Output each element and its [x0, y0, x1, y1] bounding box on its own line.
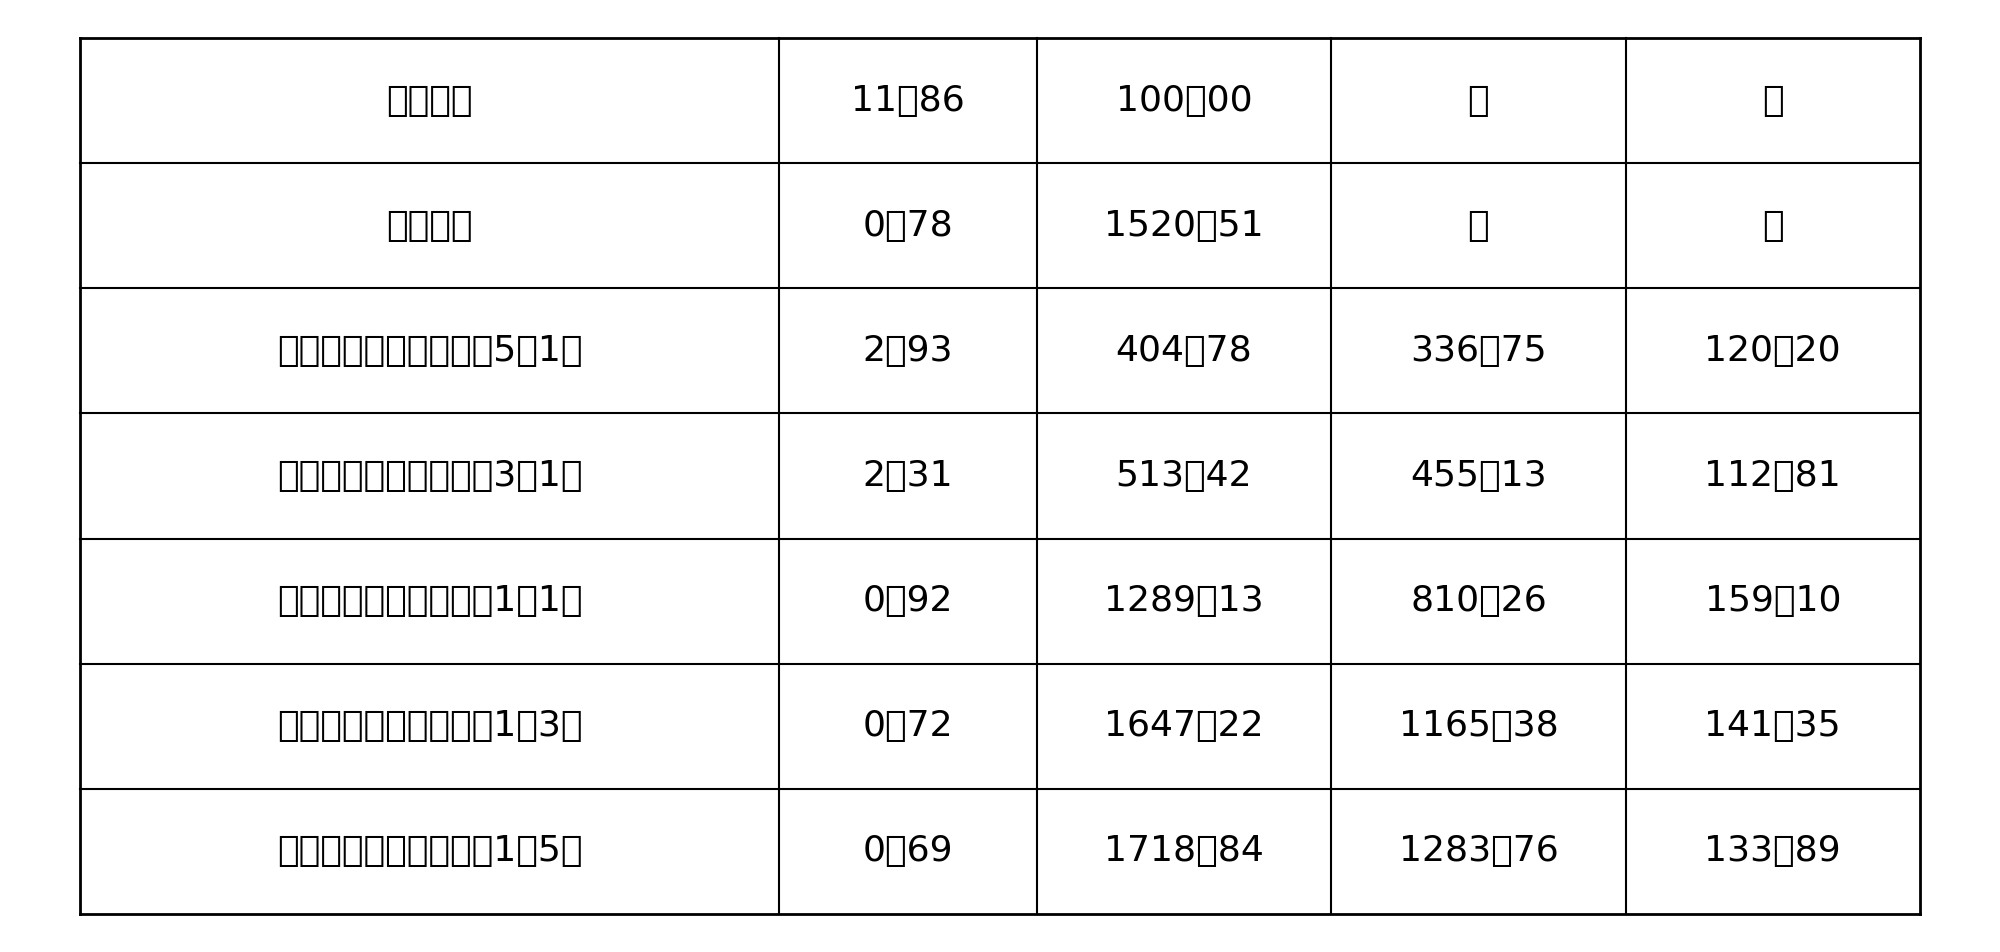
Text: 0．69: 0．69 [862, 834, 954, 868]
Text: －: － [1468, 208, 1490, 243]
Text: 159．10: 159．10 [1704, 585, 1842, 618]
Text: －: － [1762, 208, 1784, 243]
Text: 噪吷磺隆：啶磺草胺（1：1）: 噪吷磺隆：啶磺草胺（1：1） [276, 585, 582, 618]
Text: 100．00: 100．00 [1116, 84, 1252, 118]
Text: 336．75: 336．75 [1410, 334, 1546, 367]
Text: 噪吷磺隆：啶磺草胺（3：1）: 噪吷磺隆：啶磺草胺（3：1） [276, 459, 582, 493]
Text: 噪吷磺隆: 噪吷磺隆 [386, 84, 472, 118]
Text: 2．31: 2．31 [862, 459, 954, 493]
Text: 1718．84: 1718．84 [1104, 834, 1264, 868]
Text: 1647．22: 1647．22 [1104, 709, 1264, 744]
Text: 133．89: 133．89 [1704, 834, 1842, 868]
Text: 404．78: 404．78 [1116, 334, 1252, 367]
Text: －: － [1762, 84, 1784, 118]
Text: 噪吷磺隆：啶磺草胺（5：1）: 噪吷磺隆：啶磺草胺（5：1） [276, 334, 582, 367]
Text: －: － [1468, 84, 1490, 118]
Text: 11．86: 11．86 [852, 84, 964, 118]
Text: 2．93: 2．93 [862, 334, 954, 367]
Text: 0．78: 0．78 [862, 208, 954, 243]
Text: 513．42: 513．42 [1116, 459, 1252, 493]
Text: 112．81: 112．81 [1704, 459, 1842, 493]
Text: 噪吷磺隆：啶磺草胺（1：3）: 噪吷磺隆：啶磺草胺（1：3） [276, 709, 582, 744]
Text: 1165．38: 1165．38 [1398, 709, 1558, 744]
Text: 1520．51: 1520．51 [1104, 208, 1264, 243]
Text: 啶磺草胺: 啶磺草胺 [386, 208, 472, 243]
Text: 0．92: 0．92 [862, 585, 954, 618]
Text: 噪吷磺隆：啶磺草胺（1：5）: 噪吷磺隆：啶磺草胺（1：5） [276, 834, 582, 868]
Text: 1289．13: 1289．13 [1104, 585, 1264, 618]
Text: 810．26: 810．26 [1410, 585, 1546, 618]
Text: 141．35: 141．35 [1704, 709, 1842, 744]
Text: 120．20: 120．20 [1704, 334, 1842, 367]
Text: 0．72: 0．72 [862, 709, 954, 744]
Text: 455．13: 455．13 [1410, 459, 1546, 493]
Text: 1283．76: 1283．76 [1398, 834, 1558, 868]
